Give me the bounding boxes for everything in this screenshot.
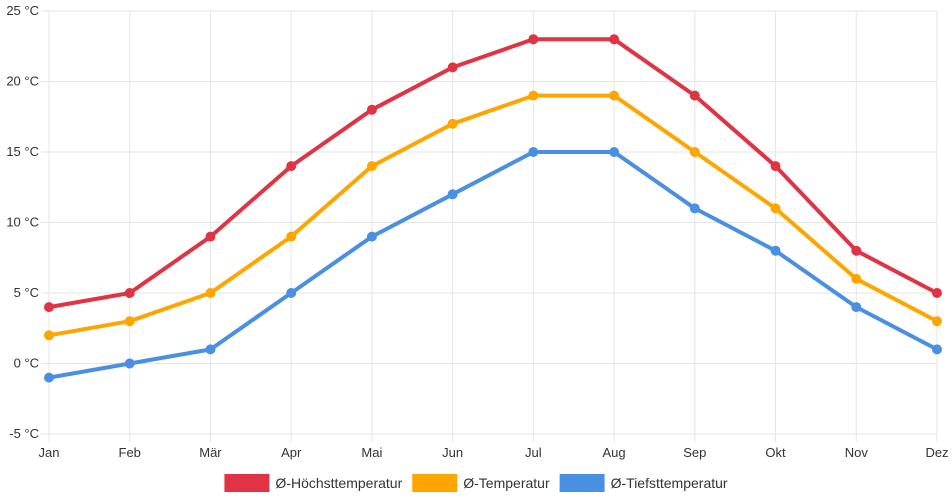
x-tick-label: Mai	[361, 445, 382, 460]
data-point-2-3[interactable]	[286, 288, 297, 298]
data-point-0-2[interactable]	[205, 231, 216, 242]
legend-swatch	[559, 474, 605, 492]
x-tick-label: Nov	[845, 445, 869, 460]
legend[interactable]: Ø-Höchsttemperatur Ø-Temperatur Ø-Tiefstte…	[224, 474, 728, 492]
grid	[41, 10, 938, 442]
data-point-0-0[interactable]	[44, 302, 54, 313]
legend-label: Ø-Höchsttemperatur	[275, 475, 402, 491]
x-tick-label: Feb	[119, 445, 141, 460]
data-point-0-7[interactable]	[609, 34, 620, 45]
x-tick-label: Mär	[199, 445, 222, 460]
data-point-2-2[interactable]	[205, 344, 216, 355]
legend-item-2[interactable]: Ø-Tiefsttemperatur	[559, 474, 728, 492]
series-line-0	[47, 37, 939, 310]
series-line-2	[47, 150, 939, 380]
x-tick-label: Apr	[281, 445, 302, 460]
y-tick-label: 10 °C	[6, 215, 39, 230]
y-tick-label: -5 °C	[9, 426, 39, 441]
data-point-1-8[interactable]	[689, 147, 700, 157]
data-point-1-11[interactable]	[932, 316, 942, 327]
series-line-1	[47, 93, 939, 338]
data-point-0-10[interactable]	[851, 245, 862, 256]
data-point-1-6[interactable]	[528, 90, 539, 101]
data-point-0-8[interactable]	[689, 90, 700, 101]
legend-label: Ø-Temperatur	[463, 475, 550, 491]
x-tick-label: Dez	[925, 445, 948, 460]
data-point-1-10[interactable]	[851, 273, 862, 284]
data-point-0-1[interactable]	[124, 288, 135, 298]
x-tick-label: Sep	[683, 445, 706, 460]
series-lines	[44, 34, 942, 383]
data-point-0-6[interactable]	[528, 34, 539, 45]
y-tick-label: 15 °C	[6, 144, 39, 159]
data-point-2-7[interactable]	[609, 147, 620, 157]
y-tick-label: 5 °C	[14, 285, 39, 300]
data-point-1-3[interactable]	[286, 231, 297, 242]
data-point-1-9[interactable]	[770, 203, 781, 214]
y-tick-label: 0 °C	[14, 356, 39, 371]
data-point-1-2[interactable]	[205, 288, 216, 298]
x-tick-label: Okt	[765, 445, 786, 460]
y-axis-ticks: -5 °C 0 °C 5 °C 10 °C 15 °C 20 °C 25 °C	[6, 3, 39, 441]
x-tick-label: Aug	[603, 445, 626, 460]
data-point-0-4[interactable]	[366, 104, 377, 115]
data-point-0-11[interactable]	[932, 288, 942, 298]
data-point-0-3[interactable]	[286, 161, 297, 172]
x-tick-label: Jul	[525, 445, 542, 460]
legend-label: Ø-Tiefsttemperatur	[611, 475, 728, 491]
x-axis-ticks: Jan Feb Mär Apr Mai Jun Jul Aug Sep Okt Nov Dez	[39, 445, 949, 460]
data-point-2-0[interactable]	[44, 372, 54, 383]
data-point-2-5[interactable]	[447, 189, 458, 200]
data-point-2-10[interactable]	[851, 302, 862, 313]
data-point-2-8[interactable]	[689, 203, 700, 214]
data-point-2-11[interactable]	[932, 344, 942, 355]
x-tick-label: Jun	[442, 445, 463, 460]
legend-item-0[interactable]: Ø-Höchsttemperatur	[224, 474, 403, 492]
legend-swatch	[224, 474, 270, 492]
data-point-2-9[interactable]	[770, 245, 781, 256]
legend-item-1[interactable]: Ø-Temperatur	[412, 474, 550, 492]
data-point-1-5[interactable]	[447, 118, 458, 129]
data-point-2-6[interactable]	[528, 147, 539, 157]
data-point-0-9[interactable]	[770, 161, 781, 172]
data-point-1-0[interactable]	[44, 330, 54, 341]
data-point-1-1[interactable]	[124, 316, 135, 327]
data-point-1-7[interactable]	[609, 90, 620, 101]
x-tick-label: Jan	[39, 445, 60, 460]
data-point-1-4[interactable]	[366, 161, 377, 172]
data-point-0-5[interactable]	[447, 62, 458, 73]
legend-swatch	[412, 474, 458, 492]
y-tick-label: 20 °C	[6, 74, 39, 89]
data-point-2-1[interactable]	[124, 358, 135, 369]
y-tick-label: 25 °C	[6, 3, 39, 18]
data-point-2-4[interactable]	[366, 231, 377, 242]
